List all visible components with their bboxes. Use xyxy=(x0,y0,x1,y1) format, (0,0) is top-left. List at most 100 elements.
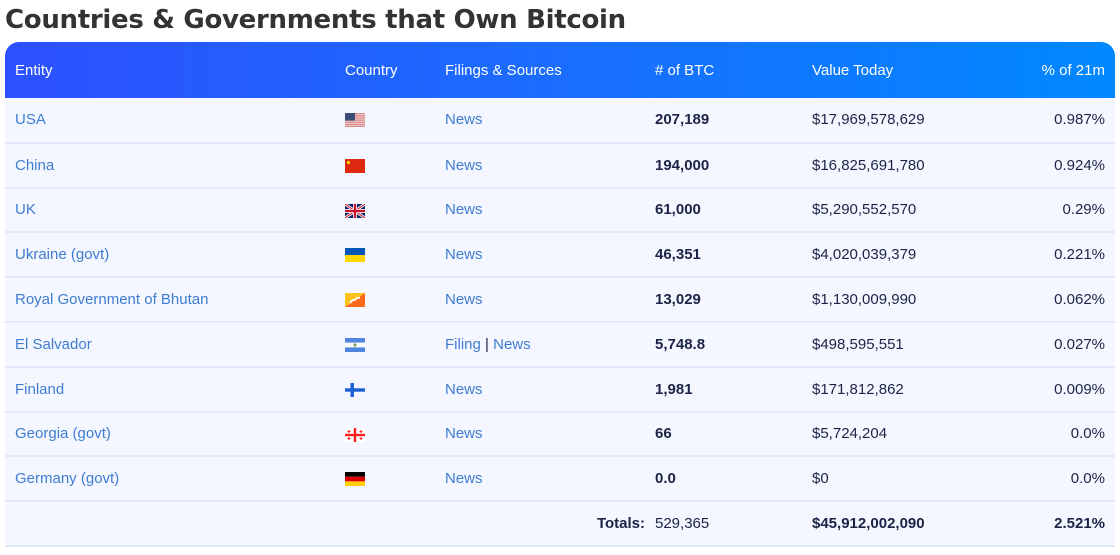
header-country[interactable]: Country xyxy=(345,61,398,79)
totals-pct: 2.521% xyxy=(1054,515,1105,533)
country-cell xyxy=(335,143,435,188)
pct-of-21m: 0.062% xyxy=(1054,291,1105,309)
ua-flag-icon xyxy=(345,248,365,263)
pct-of-21m: 0.027% xyxy=(1054,335,1105,353)
totals-empty-cell xyxy=(5,501,335,546)
totals-row: Totals: 529,365 $45,912,002,090 2.521% xyxy=(5,501,1115,546)
entity-link[interactable]: Germany (govt) xyxy=(15,470,120,488)
fi-flag-icon xyxy=(345,382,365,397)
sv-flag-icon xyxy=(345,337,365,352)
news-link[interactable]: News xyxy=(445,380,483,398)
pct-of-21m: 0.0% xyxy=(1070,470,1105,488)
pct-of-21m: 0.0% xyxy=(1070,425,1105,443)
news-link[interactable]: News xyxy=(445,291,483,309)
sources-cell: Filing | News xyxy=(435,322,645,367)
country-cell xyxy=(335,367,435,412)
header-value[interactable]: Value Today xyxy=(812,61,894,79)
sources-cell: News xyxy=(435,98,645,143)
value-today: $0 xyxy=(812,470,829,488)
table-row: USA News 207,189 $17,969,578,629 0.987% xyxy=(5,98,1115,143)
header-sources[interactable]: Filings & Sources xyxy=(445,61,562,79)
sources-cell: News xyxy=(435,367,645,412)
btc-amount: 61,000 xyxy=(655,201,701,219)
gb-flag-icon xyxy=(345,203,365,218)
news-link[interactable]: News xyxy=(445,246,483,264)
table-row: China News 194,000 $16,825,691,780 0.924… xyxy=(5,142,1115,188)
value-today: $5,290,552,570 xyxy=(812,201,917,219)
totals-btc: 529,365 xyxy=(655,515,710,533)
pct-of-21m: 0.924% xyxy=(1054,156,1105,174)
table-header-row: Entity Country Filings & Sources # of BT… xyxy=(5,42,1115,98)
source-separator: | xyxy=(485,335,489,353)
entity-link[interactable]: El Salvador xyxy=(15,335,92,353)
value-today: $498,595,551 xyxy=(812,335,904,353)
table-row: UK News 61,000 $5,290,552,570 0.29% xyxy=(5,187,1115,233)
pct-of-21m: 0.009% xyxy=(1054,380,1105,398)
header-pct[interactable]: % of 21m xyxy=(1041,61,1105,79)
btc-amount: 46,351 xyxy=(655,246,701,264)
btc-amount: 194,000 xyxy=(655,156,710,174)
sources-cell: News xyxy=(435,456,645,501)
table-row: El Salvador Filing | News 5,748.8 $498,5… xyxy=(5,321,1115,367)
totals-value: $45,912,002,090 xyxy=(812,515,925,533)
totals-label: Totals: xyxy=(596,515,645,533)
us-flag-icon xyxy=(345,113,365,128)
btc-amount: 13,029 xyxy=(655,291,701,309)
sources-cell: News xyxy=(435,143,645,188)
country-cell xyxy=(335,412,435,457)
sources-cell: News xyxy=(435,188,645,233)
page-title: Countries & Governments that Own Bitcoin xyxy=(5,5,626,35)
table-row: Royal Government of Bhutan News 13,029 $… xyxy=(5,277,1115,322)
country-cell xyxy=(335,188,435,233)
value-today: $1,130,009,990 xyxy=(812,291,917,309)
news-link[interactable]: News xyxy=(493,335,531,353)
country-cell xyxy=(335,322,435,367)
pct-of-21m: 0.987% xyxy=(1054,111,1105,129)
entity-link[interactable]: Finland xyxy=(15,380,65,398)
sources-cell: News xyxy=(435,277,645,322)
sources-cell: News xyxy=(435,232,645,277)
btc-amount: 66 xyxy=(655,425,672,443)
cn-flag-icon xyxy=(345,158,365,173)
news-link[interactable]: News xyxy=(445,201,483,219)
table-row: Finland News 1,981 $171,812,862 0.009% xyxy=(5,366,1115,412)
table-row: Georgia (govt) News 66 $5,724,204 0.0% xyxy=(5,411,1115,457)
btc-amount: 1,981 xyxy=(655,380,693,398)
country-cell xyxy=(335,232,435,277)
country-cell xyxy=(335,277,435,322)
country-cell xyxy=(335,98,435,143)
ge-flag-icon xyxy=(345,427,365,442)
entity-link[interactable]: China xyxy=(15,156,55,174)
value-today: $17,969,578,629 xyxy=(812,111,925,129)
btc-amount: 207,189 xyxy=(655,111,710,129)
news-link[interactable]: News xyxy=(445,470,483,488)
de-flag-icon xyxy=(345,472,365,487)
pct-of-21m: 0.221% xyxy=(1054,246,1105,264)
table-row: Germany (govt) News 0.0 $0 0.0% xyxy=(5,456,1115,502)
bt-flag-icon xyxy=(345,293,365,308)
btc-amount: 5,748.8 xyxy=(655,335,706,353)
entity-link[interactable]: USA xyxy=(15,111,46,129)
entity-link[interactable]: Ukraine (govt) xyxy=(15,246,110,264)
value-today: $5,724,204 xyxy=(812,425,888,443)
entity-link[interactable]: UK xyxy=(15,201,36,219)
value-today: $171,812,862 xyxy=(812,380,904,398)
header-btc[interactable]: # of BTC xyxy=(655,61,715,79)
btc-amount: 0.0 xyxy=(655,470,676,488)
sources-cell: News xyxy=(435,412,645,457)
entity-link[interactable]: Royal Government of Bhutan xyxy=(15,291,209,309)
totals-empty-cell xyxy=(335,501,435,546)
bitcoin-holdings-table-container: Entity Country Filings & Sources # of BT… xyxy=(5,42,1115,547)
pct-of-21m: 0.29% xyxy=(1062,201,1105,219)
table-row: Ukraine (govt) News 46,351 $4,020,039,37… xyxy=(5,232,1115,278)
bitcoin-holdings-table: Entity Country Filings & Sources # of BT… xyxy=(5,42,1115,547)
header-entity[interactable]: Entity xyxy=(15,61,53,79)
news-link[interactable]: News xyxy=(445,425,483,443)
value-today: $4,020,039,379 xyxy=(812,246,917,264)
value-today: $16,825,691,780 xyxy=(812,156,925,174)
news-link[interactable]: News xyxy=(445,111,483,129)
news-link[interactable]: News xyxy=(445,156,483,174)
country-cell xyxy=(335,456,435,501)
entity-link[interactable]: Georgia (govt) xyxy=(15,425,111,443)
filing-link[interactable]: Filing xyxy=(445,335,481,353)
